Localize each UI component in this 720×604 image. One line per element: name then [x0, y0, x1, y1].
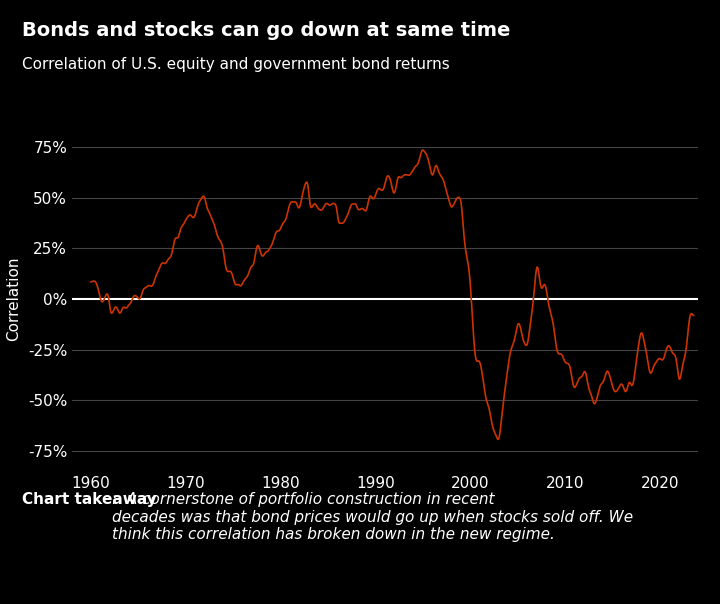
Text: Chart takeaway: Chart takeaway — [22, 492, 156, 507]
Text: Correlation of U.S. equity and government bond returns: Correlation of U.S. equity and governmen… — [22, 57, 449, 72]
Text: :  A cornerstone of portfolio construction in recent
decades was that bond price: : A cornerstone of portfolio constructio… — [112, 492, 633, 542]
Text: Bonds and stocks can go down at same time: Bonds and stocks can go down at same tim… — [22, 21, 510, 40]
Y-axis label: Correlation: Correlation — [6, 257, 21, 341]
